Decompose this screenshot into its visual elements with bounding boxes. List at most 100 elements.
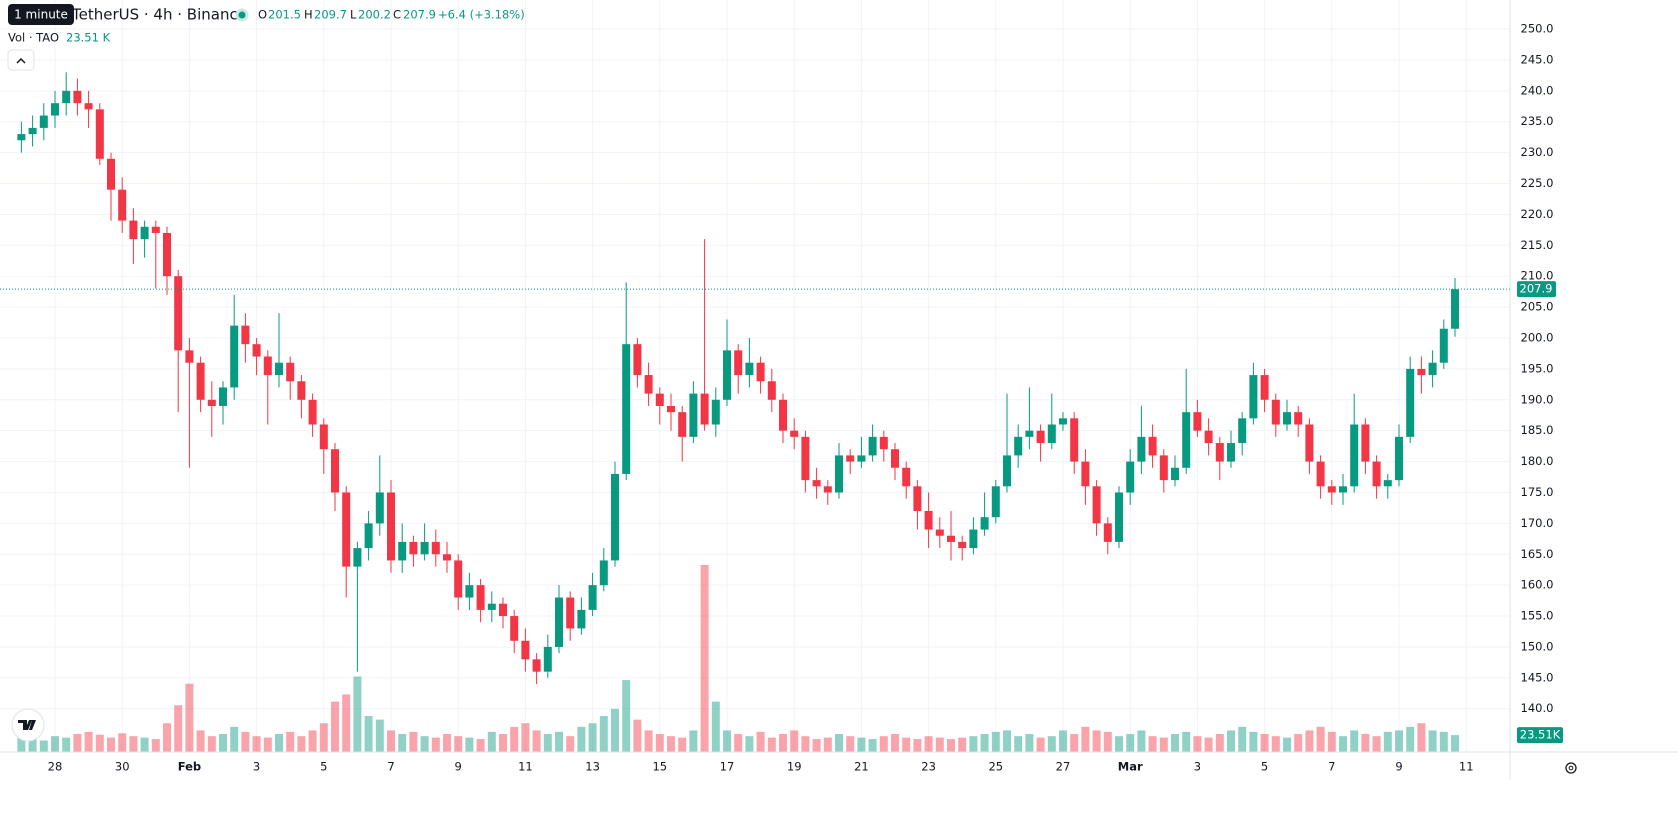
volume-bar bbox=[431, 737, 440, 752]
candle-body bbox=[1014, 436, 1023, 456]
volume-bar bbox=[252, 736, 261, 752]
volume-bar bbox=[454, 736, 463, 752]
candle-body bbox=[723, 350, 731, 400]
candle-body bbox=[1059, 418, 1067, 425]
volume-bar bbox=[577, 726, 586, 752]
candle-body bbox=[779, 399, 787, 431]
volume-bar bbox=[689, 730, 698, 752]
volume-bar bbox=[1215, 734, 1224, 752]
axes: 140.0 145.0 150.0 155.0 160.0 165.0 170.0 175.0… bbox=[48, 22, 1554, 774]
candle-body bbox=[1171, 467, 1179, 481]
volume-bar bbox=[1238, 726, 1247, 752]
volume-bar bbox=[678, 737, 687, 752]
volume-bar bbox=[375, 719, 384, 752]
price-badge bbox=[1517, 281, 1556, 298]
y-tick-label: 190.0 bbox=[1521, 392, 1554, 406]
candle-body bbox=[241, 325, 250, 345]
y-tick-label: 170.0 bbox=[1521, 516, 1554, 530]
candle-body bbox=[935, 529, 944, 536]
volume-bar bbox=[1014, 736, 1023, 752]
volume-bar bbox=[151, 739, 160, 752]
candle-body bbox=[510, 616, 519, 641]
volume-bar bbox=[487, 731, 496, 752]
candle-body bbox=[1092, 486, 1101, 524]
volume-bar bbox=[1361, 734, 1370, 752]
candle-body bbox=[622, 344, 631, 474]
y-tick-label: 145.0 bbox=[1521, 670, 1554, 684]
x-tick-label: 27 bbox=[1056, 760, 1071, 774]
volume-bar bbox=[1070, 734, 1079, 752]
ohlc-label: H bbox=[304, 8, 313, 22]
volume-bar bbox=[823, 737, 832, 752]
x-tick-label: 15 bbox=[652, 760, 667, 774]
candle-body bbox=[879, 436, 888, 450]
volume-bar bbox=[196, 730, 205, 752]
candle-body bbox=[891, 449, 899, 468]
x-tick-label: 9 bbox=[1395, 760, 1402, 774]
volume-badge bbox=[1517, 727, 1563, 744]
candle-body bbox=[700, 393, 709, 425]
candle-body bbox=[1339, 486, 1347, 493]
candle-body bbox=[577, 609, 586, 629]
volume-bar bbox=[644, 730, 653, 752]
y-tick-label: 200.0 bbox=[1521, 330, 1554, 344]
candle-body bbox=[1305, 424, 1314, 462]
candle-body bbox=[151, 226, 160, 233]
volume-bar bbox=[655, 734, 664, 752]
candle-body bbox=[275, 362, 283, 376]
volume-bar bbox=[39, 740, 48, 752]
settings-icon[interactable] bbox=[1565, 762, 1577, 774]
candle-body bbox=[1327, 486, 1336, 493]
x-tick-label: Mar bbox=[1118, 760, 1143, 774]
volume-bar bbox=[1182, 731, 1191, 752]
volume-bar bbox=[622, 680, 631, 752]
candle-body bbox=[1126, 461, 1135, 493]
volume-bar bbox=[599, 716, 608, 752]
volume-bar bbox=[230, 726, 239, 752]
candle-body bbox=[140, 226, 149, 240]
volume-bar bbox=[1126, 734, 1135, 752]
volume-bar bbox=[958, 737, 967, 752]
x-tick-label: 30 bbox=[115, 760, 130, 774]
volume-bar bbox=[1047, 736, 1056, 752]
x-tick-label: 28 bbox=[48, 760, 63, 774]
tv-logo[interactable] bbox=[11, 708, 45, 742]
candles bbox=[17, 72, 1459, 685]
candle-body bbox=[1350, 424, 1359, 487]
candle-body bbox=[588, 585, 597, 610]
volume-bar bbox=[1204, 737, 1213, 752]
candle-body bbox=[207, 399, 216, 406]
candle-body bbox=[857, 455, 866, 462]
volume-bar bbox=[879, 736, 888, 752]
x-tick-label: 3 bbox=[1194, 760, 1201, 774]
volume-bar bbox=[241, 731, 250, 752]
candle-body bbox=[1361, 424, 1370, 462]
volume-bar bbox=[902, 737, 911, 752]
change: +6.4 (+3.18%) bbox=[438, 8, 525, 22]
candle-body bbox=[1115, 492, 1123, 542]
volume-bar bbox=[723, 730, 731, 752]
candle-body bbox=[1159, 455, 1168, 481]
volume-bar bbox=[1451, 735, 1459, 752]
volume-bar bbox=[1148, 736, 1157, 752]
candle-body bbox=[790, 430, 799, 437]
candle-body bbox=[342, 492, 351, 567]
candle-body bbox=[185, 350, 194, 363]
volume-bar bbox=[543, 734, 552, 752]
candle-body bbox=[902, 467, 911, 487]
candle-body bbox=[465, 585, 474, 598]
candle-body bbox=[1182, 412, 1191, 468]
candle-body bbox=[756, 362, 765, 382]
volume-bar bbox=[1406, 726, 1415, 752]
x-tick-label: 21 bbox=[854, 760, 869, 774]
volume-bar bbox=[1327, 731, 1336, 752]
volume-bar bbox=[1115, 736, 1123, 752]
tooltip-box bbox=[8, 4, 74, 25]
candle-body bbox=[1383, 480, 1392, 487]
candle-body bbox=[532, 659, 541, 672]
y-tick-label: 165.0 bbox=[1521, 547, 1554, 561]
volume-bar bbox=[1372, 736, 1381, 752]
volume-bar bbox=[924, 736, 933, 752]
candle-body bbox=[1395, 436, 1403, 481]
candle-body bbox=[163, 232, 171, 277]
